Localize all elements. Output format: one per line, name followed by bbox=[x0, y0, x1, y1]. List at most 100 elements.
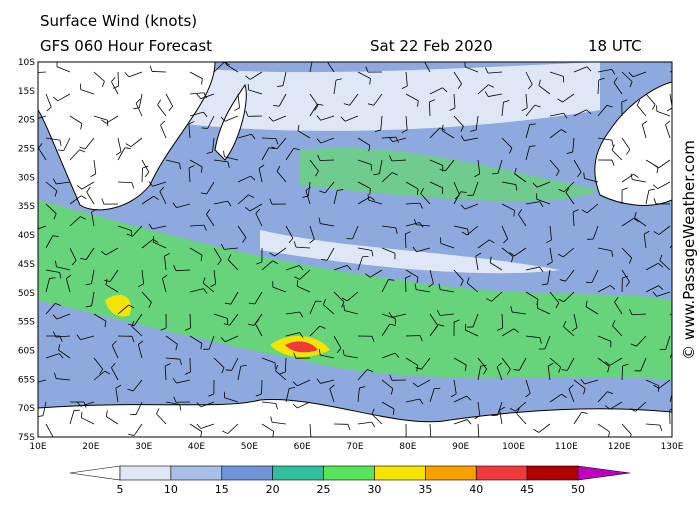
barb bbox=[225, 64, 239, 73]
barb bbox=[597, 247, 612, 252]
barb bbox=[45, 181, 58, 192]
barb bbox=[237, 175, 251, 183]
barb-flag bbox=[392, 408, 395, 416]
barb bbox=[69, 149, 80, 161]
barb bbox=[309, 300, 316, 315]
barb-flag bbox=[659, 254, 663, 261]
barb bbox=[333, 264, 348, 271]
barb-flag bbox=[128, 323, 135, 326]
barb-flag bbox=[521, 107, 528, 111]
barb bbox=[164, 256, 167, 271]
barb-flag bbox=[464, 364, 467, 371]
barb bbox=[621, 137, 631, 150]
barb bbox=[285, 148, 295, 161]
barb-flag bbox=[292, 403, 298, 409]
barb bbox=[297, 379, 311, 387]
lat-label: 75S bbox=[18, 433, 35, 443]
barb bbox=[429, 313, 439, 326]
barb bbox=[117, 147, 126, 161]
barb-flag bbox=[272, 260, 279, 265]
barb bbox=[489, 262, 503, 271]
barb bbox=[420, 193, 431, 205]
barb bbox=[645, 285, 659, 293]
barb-flag bbox=[168, 106, 174, 112]
barb bbox=[320, 137, 335, 144]
barb bbox=[379, 159, 383, 174]
barb bbox=[276, 171, 287, 183]
barb bbox=[392, 159, 407, 162]
barb-flag bbox=[111, 362, 116, 368]
barb bbox=[405, 115, 408, 130]
barb-flag bbox=[416, 188, 419, 195]
barb bbox=[111, 345, 119, 359]
barb bbox=[381, 172, 393, 183]
barb bbox=[91, 291, 95, 306]
barb-flag bbox=[306, 438, 311, 441]
barb-flag bbox=[611, 140, 614, 147]
barb bbox=[549, 129, 562, 139]
barb bbox=[69, 247, 77, 261]
barb bbox=[538, 423, 551, 433]
barb-flag bbox=[292, 381, 298, 387]
barb-flag bbox=[71, 260, 77, 266]
barb-flag bbox=[201, 127, 208, 129]
barb-flag bbox=[450, 393, 457, 398]
barb-flag bbox=[319, 190, 326, 194]
lon-label: 100E bbox=[502, 442, 525, 452]
barb bbox=[309, 62, 313, 73]
barb-flag bbox=[105, 278, 108, 285]
barb-flag bbox=[621, 99, 628, 103]
barb bbox=[261, 260, 273, 271]
barb bbox=[117, 137, 122, 152]
barb-flag bbox=[388, 279, 395, 281]
barb bbox=[189, 313, 191, 329]
barb bbox=[189, 159, 203, 168]
barb-flag bbox=[586, 66, 592, 72]
barb bbox=[501, 203, 515, 211]
barb bbox=[525, 291, 539, 300]
barb bbox=[549, 71, 564, 77]
barb-flag bbox=[173, 265, 177, 271]
lat-label: 40S bbox=[18, 231, 35, 241]
barb bbox=[213, 159, 228, 163]
barb-flag bbox=[483, 368, 488, 375]
barb bbox=[357, 369, 368, 381]
barb-flag bbox=[489, 256, 492, 263]
barb-flag bbox=[460, 204, 466, 210]
barb bbox=[612, 325, 623, 337]
barb-flag bbox=[529, 123, 536, 125]
lat-label: 50S bbox=[18, 289, 35, 299]
barb bbox=[597, 335, 612, 342]
barb-flag bbox=[202, 277, 206, 284]
barb-flag bbox=[200, 166, 203, 173]
barb-flag bbox=[179, 359, 183, 366]
barb-flag bbox=[294, 276, 300, 280]
barb bbox=[275, 370, 287, 381]
barb-flag bbox=[341, 301, 345, 308]
barb-flag bbox=[488, 84, 494, 88]
lon-label: 10E bbox=[29, 442, 46, 452]
colorbar-bin bbox=[425, 465, 477, 481]
barb bbox=[188, 168, 191, 183]
barb bbox=[297, 285, 311, 293]
barb bbox=[537, 307, 551, 315]
barb bbox=[381, 324, 390, 337]
barb bbox=[156, 413, 167, 425]
barb-flag bbox=[162, 274, 168, 279]
barb bbox=[477, 239, 490, 249]
lat-label: 15S bbox=[18, 87, 35, 97]
barb bbox=[128, 71, 143, 78]
barb-flag bbox=[224, 302, 232, 305]
barb bbox=[381, 379, 394, 390]
lon-label: 30E bbox=[135, 442, 152, 452]
barb bbox=[131, 326, 143, 337]
barb-flag bbox=[653, 384, 660, 389]
barb bbox=[611, 149, 623, 161]
barb bbox=[497, 159, 503, 174]
barb-flag bbox=[159, 186, 165, 192]
barb-flag bbox=[633, 173, 639, 178]
barb-flag bbox=[316, 115, 321, 121]
barb bbox=[665, 335, 671, 350]
barb-flag bbox=[314, 105, 319, 111]
barb-flag bbox=[466, 277, 470, 284]
